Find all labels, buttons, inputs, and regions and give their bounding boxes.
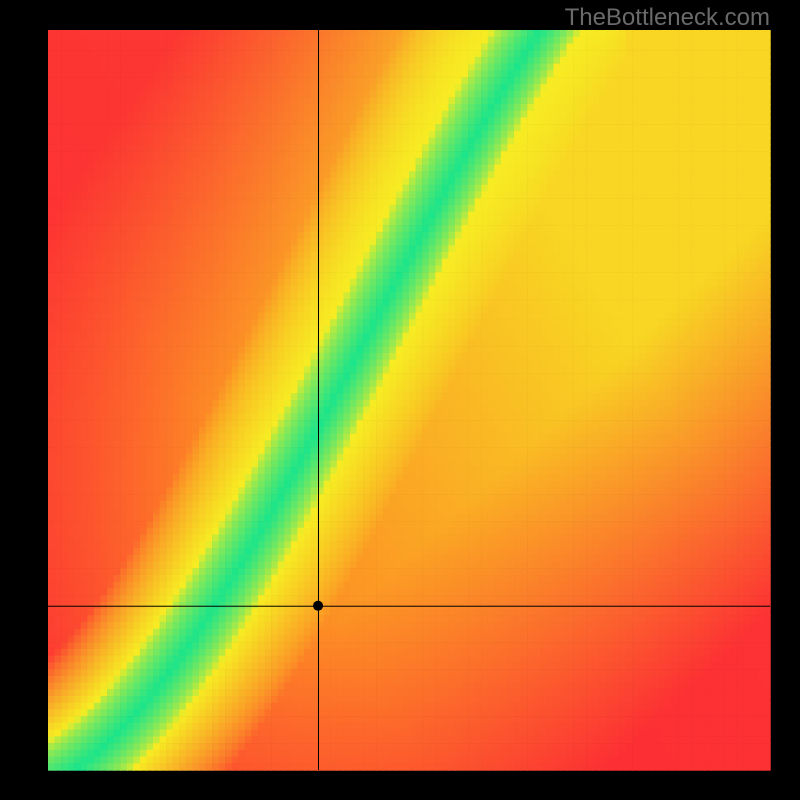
bottleneck-heatmap [0, 0, 800, 800]
watermark-text: TheBottleneck.com [565, 4, 770, 32]
